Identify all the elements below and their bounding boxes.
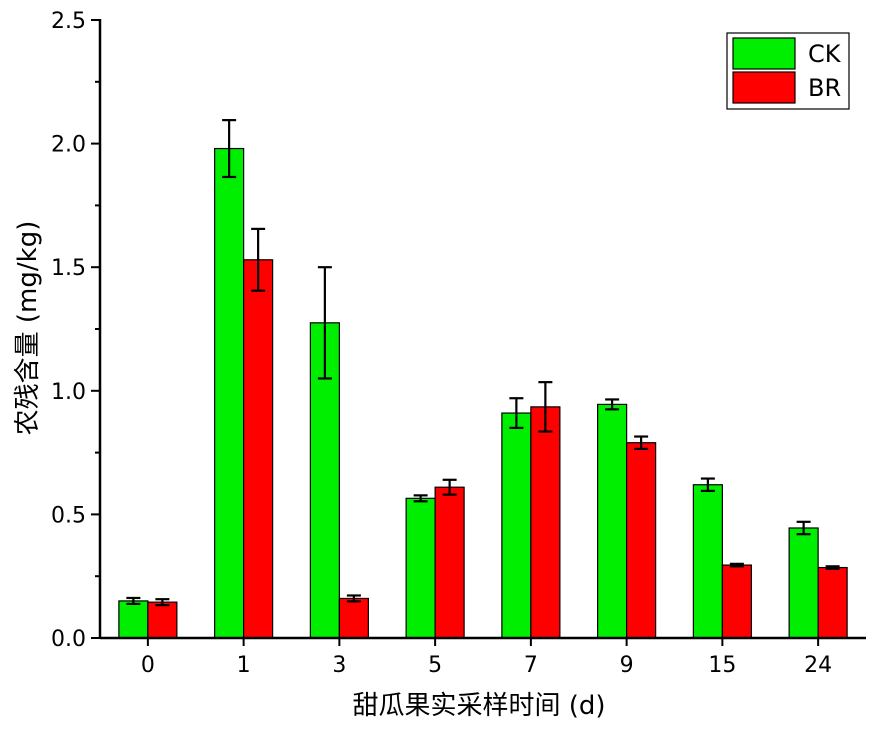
error-bar-ck-15: [700, 477, 715, 493]
error-bar-ck-7: [509, 397, 524, 429]
x-tick-label: 0: [141, 653, 155, 678]
legend-label-ck: CK: [808, 40, 842, 68]
bar-br-5: [434, 486, 465, 639]
plot-marks: [118, 119, 848, 639]
bar-br-9: [626, 442, 657, 639]
bar-ck-24: [788, 527, 819, 639]
y-tick-label: 0.5: [51, 503, 86, 528]
x-tick-label: 1: [237, 653, 251, 678]
error-bar-ck-5: [413, 494, 428, 503]
x-tick-label: 15: [708, 653, 736, 678]
axes: 0.0 0.5 1.0 1.5 2.0 2.5 0 1 3 5 7 9 15 24: [51, 9, 866, 678]
bar-br-15: [721, 564, 752, 639]
y-tick-label: 1.0: [51, 380, 86, 405]
bar-ck-9: [597, 403, 628, 639]
bar-ck-15: [692, 484, 723, 639]
error-bar-br-0: [155, 598, 170, 607]
error-bar-br-15: [729, 562, 744, 568]
bar-br-3: [338, 597, 369, 639]
error-bar-br-3: [346, 594, 361, 603]
error-bar-ck-3: [317, 266, 332, 380]
error-bar-br-24: [825, 565, 840, 570]
bar-ck-0: [118, 600, 149, 639]
error-bar-ck-24: [796, 520, 811, 536]
x-tick-label: 24: [804, 653, 832, 678]
bar-br-24: [817, 566, 848, 639]
error-bar-ck-1: [222, 119, 237, 179]
error-bar-ck-0: [126, 596, 141, 605]
legend: CK BR: [726, 32, 850, 110]
legend-swatch-br: [732, 71, 796, 104]
bar-br-7: [530, 406, 561, 639]
y-tick-label: 1.5: [51, 256, 86, 281]
x-tick-label: 5: [428, 653, 442, 678]
y-axis-title: 农残含量 (mg/kg): [13, 221, 43, 436]
y-tick-label: 2.0: [51, 133, 86, 158]
error-bar-br-1: [251, 227, 266, 292]
bar-br-0: [147, 601, 178, 639]
x-tick-label: 7: [524, 653, 538, 678]
y-tick-label: 0.0: [51, 627, 86, 652]
error-bar-ck-9: [605, 398, 620, 411]
legend-label-br: BR: [808, 74, 841, 102]
bar-br-1: [243, 259, 274, 639]
error-bar-br-5: [442, 478, 457, 496]
x-tick-label: 9: [620, 653, 634, 678]
bar-ck-1: [214, 147, 245, 639]
bar-ck-5: [405, 497, 436, 639]
error-bar-br-9: [634, 435, 649, 450]
x-tick-label: 3: [332, 653, 346, 678]
error-bar-br-7: [538, 381, 553, 433]
y-tick-label: 2.5: [51, 9, 86, 34]
legend-swatch-ck: [732, 37, 796, 70]
bar-ck-7: [501, 412, 532, 639]
x-axis-title: 甜瓜果实采样时间 (d): [352, 691, 605, 721]
